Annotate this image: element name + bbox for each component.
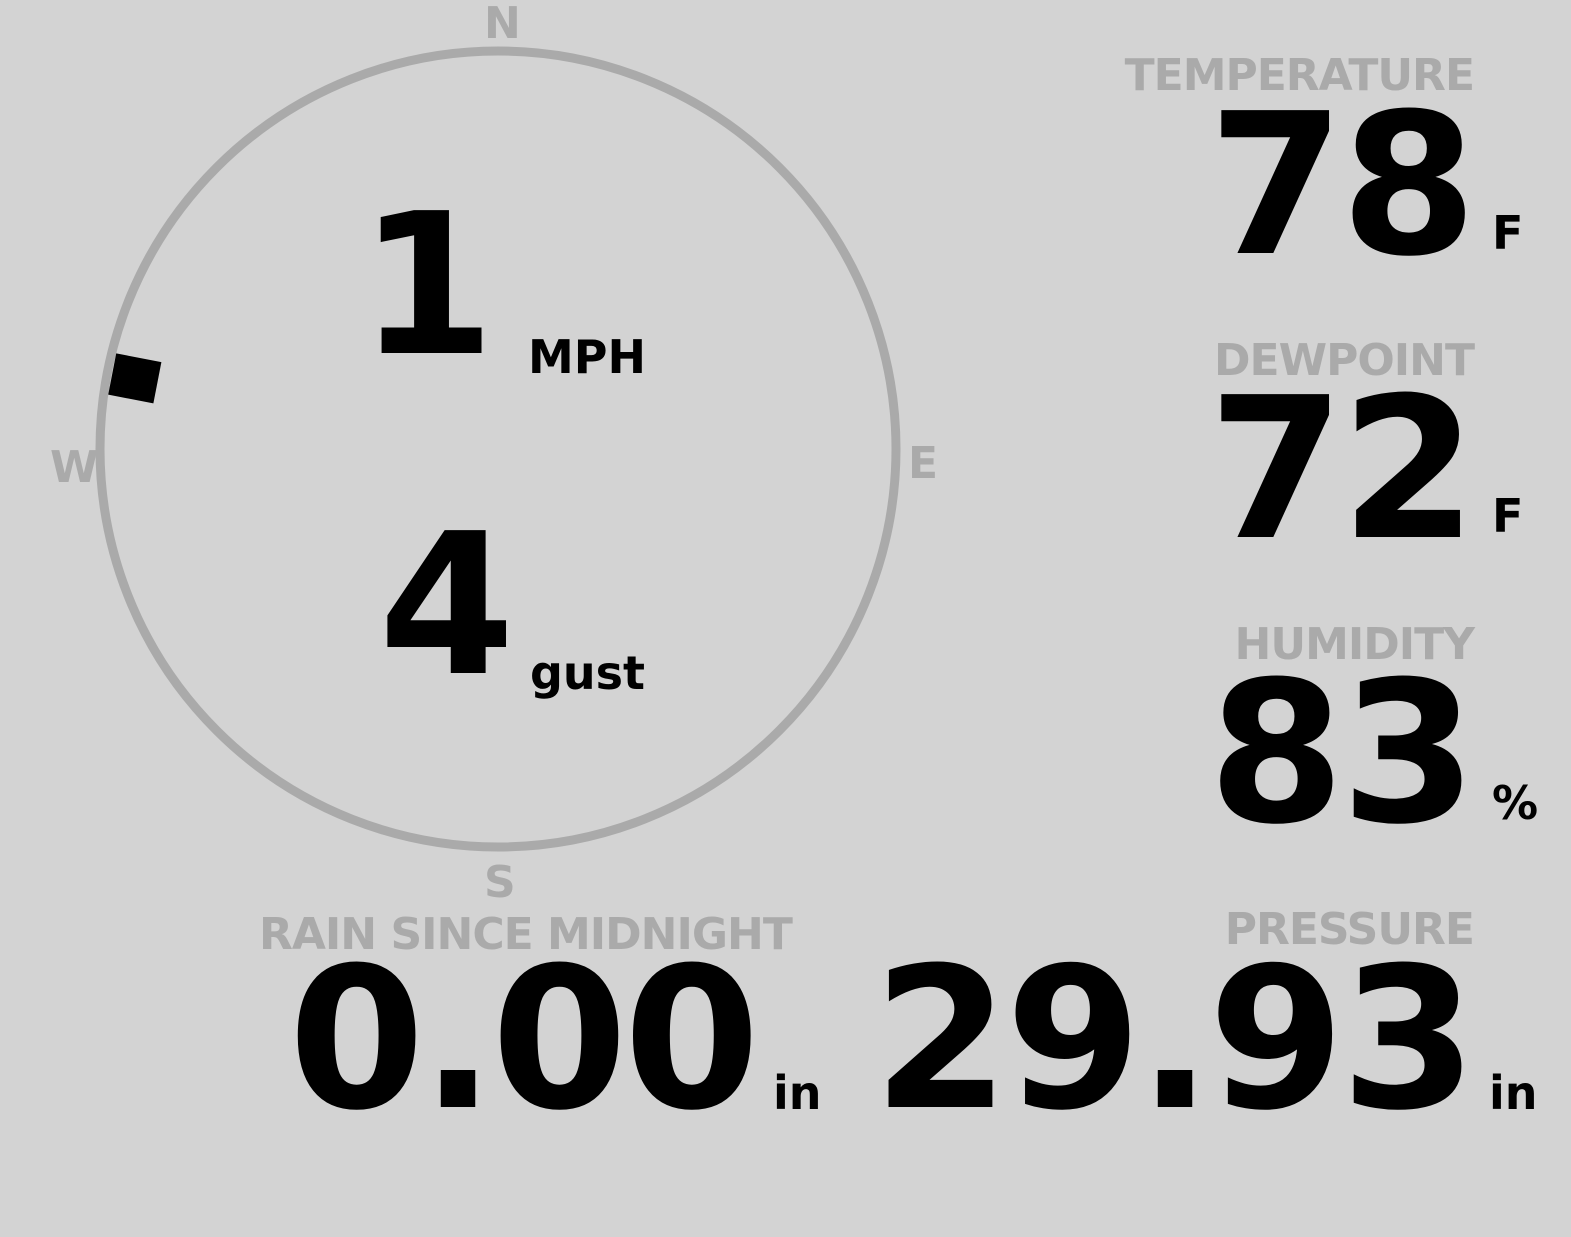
temperature-label: TEMPERATURE <box>1124 50 1475 101</box>
rain-value: 0.00 <box>288 926 760 1154</box>
compass-north: N <box>484 0 521 49</box>
compass-south: S <box>484 857 516 908</box>
dewpoint-value: 72 <box>1208 356 1477 584</box>
compass-east: E <box>908 438 938 489</box>
wind-compass <box>95 46 901 852</box>
pressure-value: 29.93 <box>873 926 1477 1154</box>
wind-gust-unit: gust <box>530 646 646 700</box>
humidity-label: HUMIDITY <box>1234 619 1475 670</box>
compass-ring <box>95 46 901 852</box>
wind-speed-value: 1 <box>358 172 495 400</box>
humidity-unit: % <box>1492 776 1539 830</box>
pressure-unit: in <box>1489 1066 1538 1120</box>
humidity-value: 83 <box>1208 640 1477 868</box>
wind-speed-unit: MPH <box>528 330 646 384</box>
dewpoint-unit: F <box>1492 489 1524 543</box>
compass-west: W <box>50 442 99 493</box>
dewpoint-label: DEWPOINT <box>1214 335 1475 386</box>
rain-unit: in <box>773 1066 822 1120</box>
pressure-label: PRESSURE <box>1224 904 1475 955</box>
rain-label: RAIN SINCE MIDNIGHT <box>259 909 793 960</box>
temperature-value: 78 <box>1208 72 1477 300</box>
wind-gust-value: 4 <box>378 492 515 720</box>
wind-direction-pointer <box>108 353 162 404</box>
temperature-unit: F <box>1492 206 1524 260</box>
